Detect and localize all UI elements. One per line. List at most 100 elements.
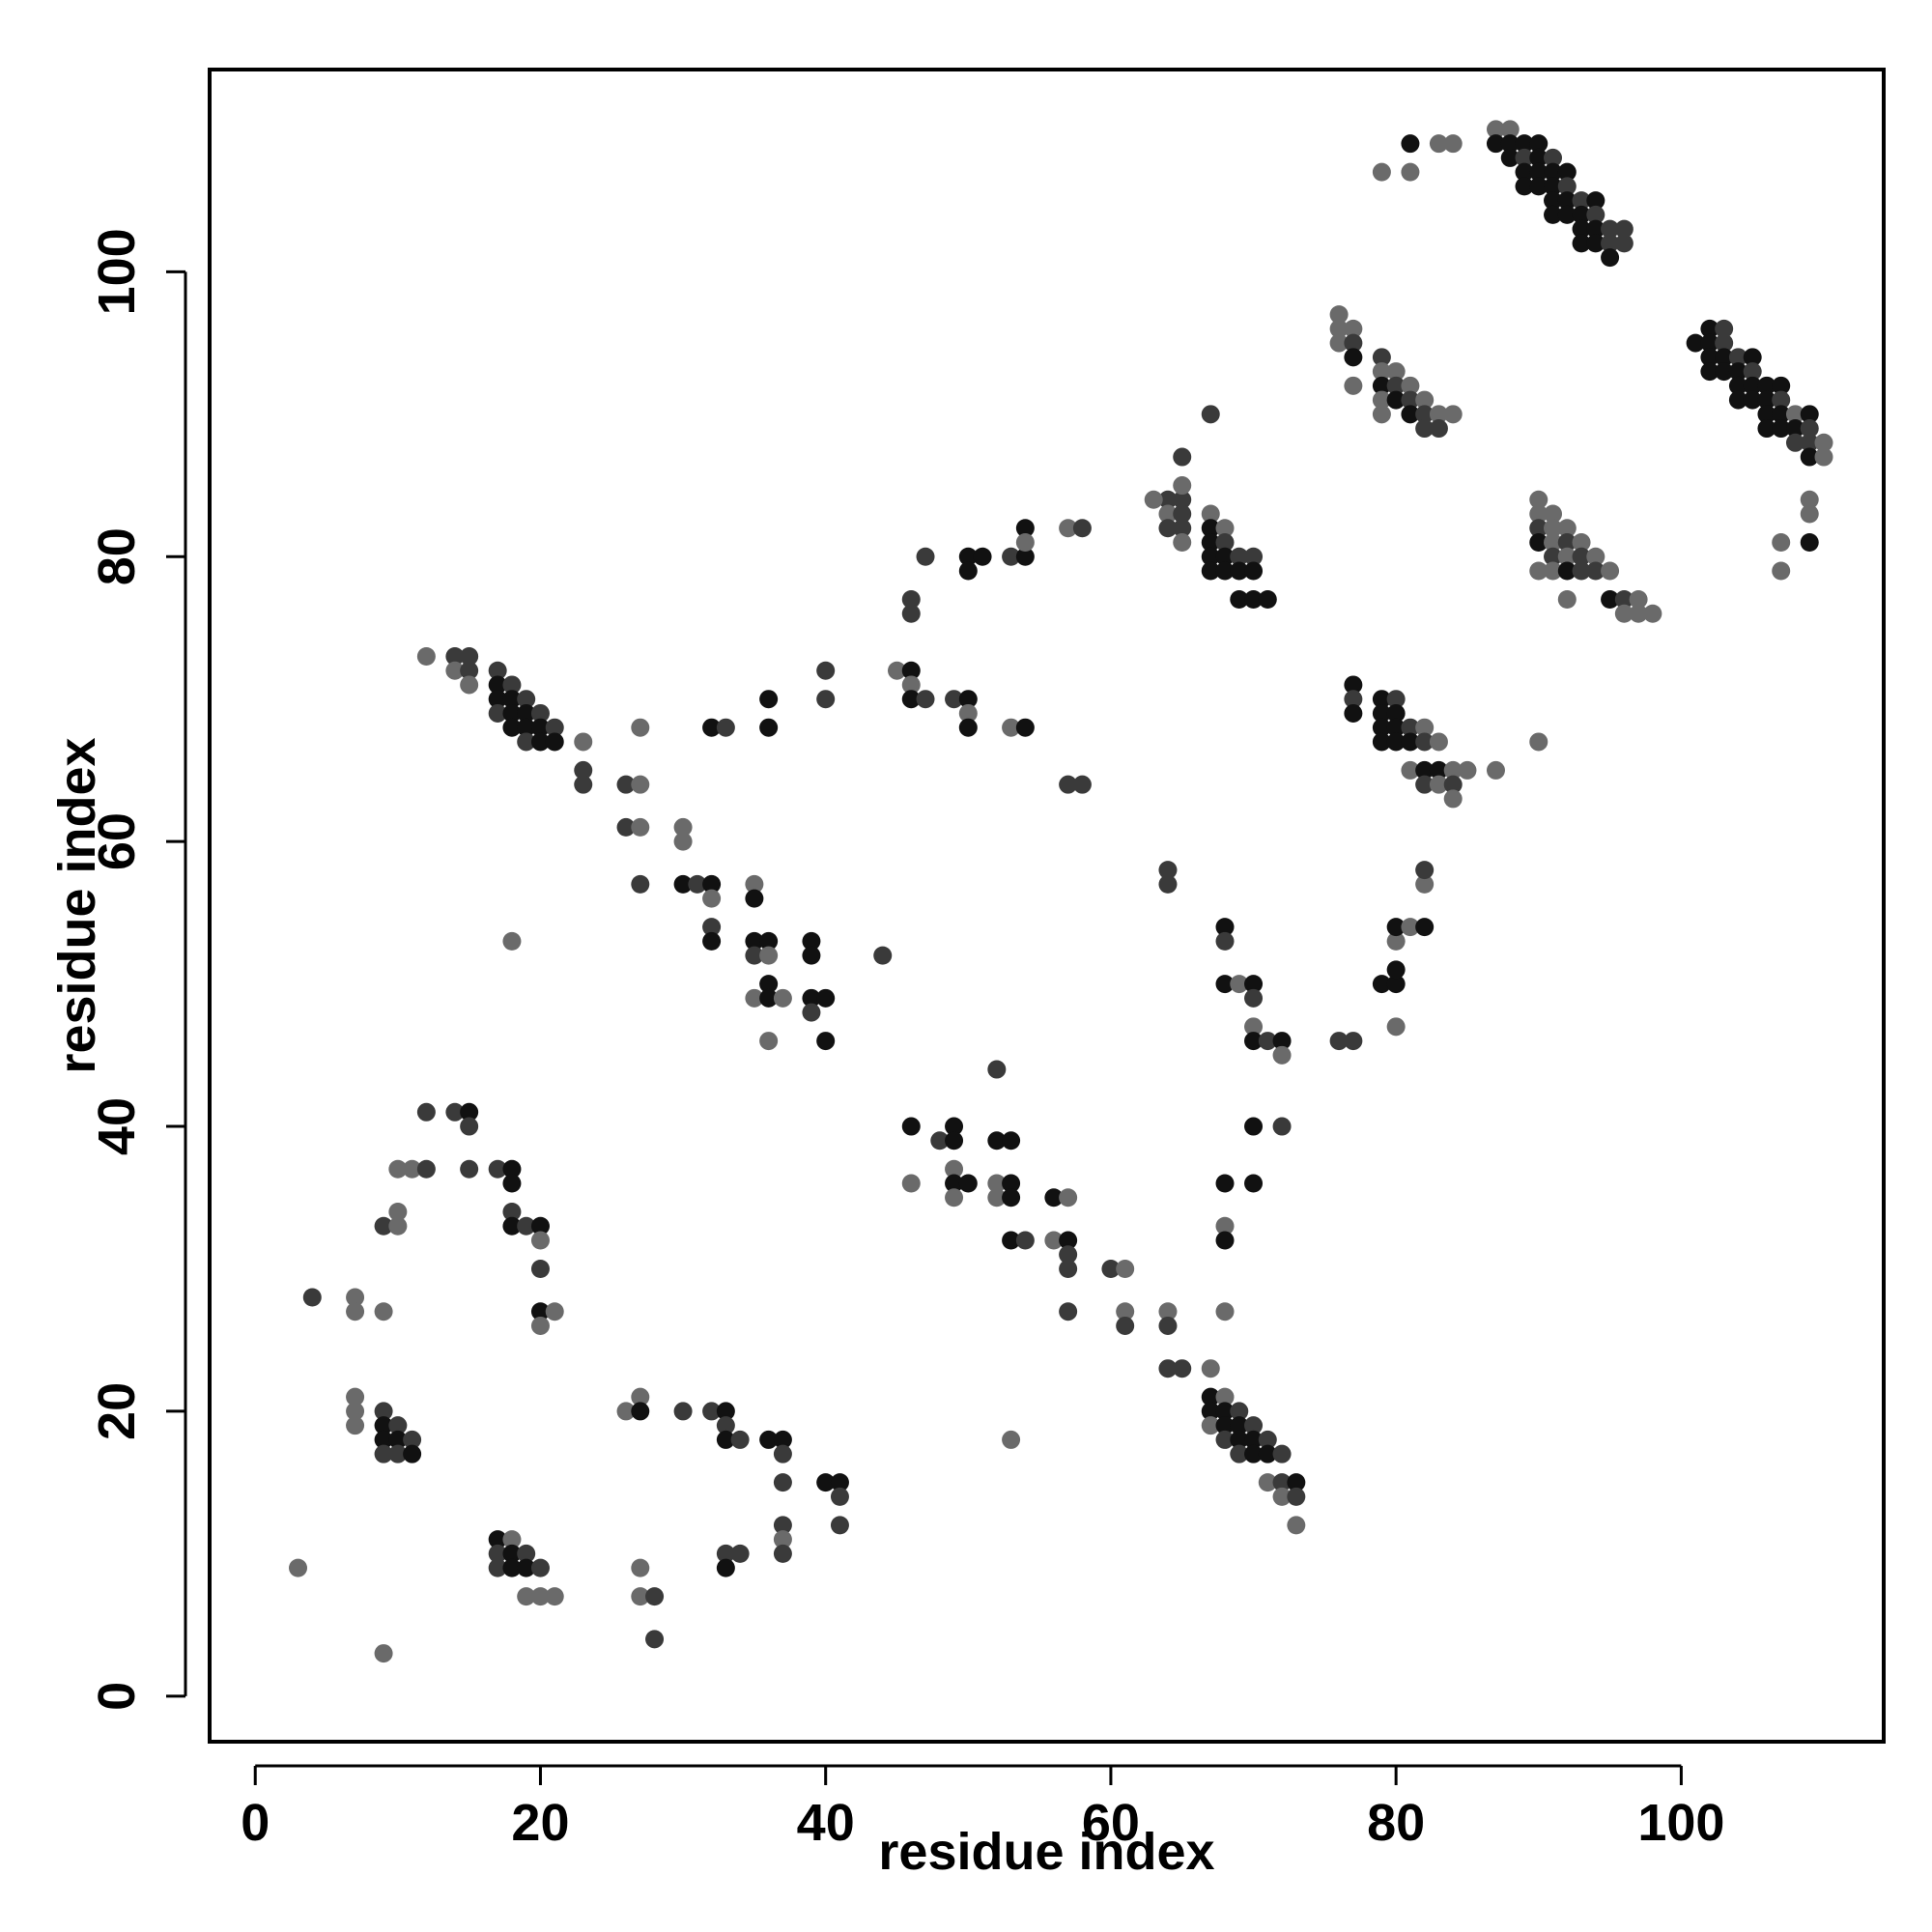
data-point bbox=[346, 1416, 365, 1435]
data-point bbox=[759, 975, 779, 994]
data-point bbox=[631, 874, 650, 894]
data-point bbox=[1557, 533, 1577, 553]
y-tick-label: 40 bbox=[88, 1097, 146, 1155]
data-point bbox=[460, 1102, 479, 1122]
data-point bbox=[1201, 519, 1220, 538]
data-point bbox=[1785, 419, 1804, 439]
data-point bbox=[1401, 134, 1420, 154]
data-point bbox=[1287, 1487, 1306, 1506]
data-point bbox=[673, 1402, 693, 1421]
data-point bbox=[1401, 390, 1420, 410]
data-point bbox=[1772, 561, 1791, 581]
data-point bbox=[1557, 191, 1577, 211]
data-point bbox=[958, 718, 978, 737]
data-point bbox=[1372, 348, 1391, 367]
data-point bbox=[502, 1558, 522, 1577]
data-point bbox=[1215, 533, 1235, 553]
y-tick-label: 0 bbox=[88, 1682, 146, 1711]
data-point bbox=[673, 817, 693, 837]
data-point bbox=[1629, 604, 1648, 623]
data-point bbox=[1329, 305, 1349, 325]
data-point bbox=[460, 661, 479, 680]
data-point bbox=[388, 1444, 408, 1463]
data-point bbox=[1557, 561, 1577, 581]
data-point bbox=[1529, 148, 1548, 167]
x-axis-label: residue index bbox=[878, 1823, 1214, 1881]
data-point bbox=[1244, 1117, 1264, 1136]
data-point bbox=[1800, 533, 1819, 553]
data-point bbox=[688, 874, 707, 894]
data-point bbox=[745, 889, 764, 908]
data-point bbox=[1258, 1032, 1277, 1051]
data-point bbox=[1158, 1359, 1178, 1378]
data-point bbox=[830, 1516, 849, 1535]
data-point bbox=[1158, 874, 1178, 894]
data-point bbox=[1700, 362, 1719, 382]
data-point bbox=[1415, 760, 1435, 780]
data-point bbox=[1415, 918, 1435, 937]
y-tick-label: 80 bbox=[88, 527, 146, 585]
data-point bbox=[1344, 690, 1363, 709]
data-point bbox=[1230, 1430, 1249, 1449]
data-point bbox=[502, 1159, 522, 1179]
data-point bbox=[1015, 533, 1035, 553]
data-point bbox=[1601, 561, 1620, 581]
data-point bbox=[1429, 419, 1448, 439]
data-point bbox=[1272, 1487, 1292, 1506]
data-point bbox=[1215, 918, 1235, 937]
data-point bbox=[488, 1544, 507, 1563]
data-point bbox=[1415, 390, 1435, 410]
data-point bbox=[773, 988, 792, 1008]
data-point bbox=[445, 1102, 465, 1122]
data-point bbox=[1572, 561, 1591, 581]
data-point bbox=[388, 1159, 408, 1179]
data-point bbox=[830, 1473, 849, 1492]
data-point bbox=[1059, 1231, 1078, 1250]
data-point bbox=[1500, 134, 1520, 154]
data-point bbox=[645, 1587, 665, 1606]
data-point bbox=[1386, 1017, 1406, 1037]
data-point bbox=[1344, 376, 1363, 395]
data-point bbox=[1173, 519, 1192, 538]
data-point bbox=[1244, 547, 1264, 566]
data-point bbox=[1158, 504, 1178, 524]
data-point bbox=[1002, 1131, 1021, 1151]
data-point bbox=[631, 1558, 650, 1577]
data-point bbox=[1544, 162, 1563, 182]
data-point bbox=[388, 1216, 408, 1236]
data-point bbox=[1529, 177, 1548, 196]
data-point bbox=[1059, 1188, 1078, 1208]
data-point bbox=[1215, 1416, 1235, 1435]
data-point bbox=[1544, 191, 1563, 211]
y-axis: 0 20 40 60 80 100 bbox=[88, 228, 187, 1711]
data-point bbox=[1386, 690, 1406, 709]
data-point bbox=[1215, 931, 1235, 951]
data-point bbox=[1700, 319, 1719, 338]
data-point bbox=[1443, 134, 1463, 154]
data-point bbox=[1287, 1516, 1306, 1535]
data-point bbox=[816, 1032, 836, 1051]
data-point bbox=[802, 1003, 821, 1022]
data-point bbox=[1230, 1444, 1249, 1463]
data-point bbox=[1629, 589, 1648, 609]
data-point bbox=[488, 1558, 507, 1577]
data-point bbox=[1201, 1359, 1220, 1378]
data-point bbox=[1258, 589, 1277, 609]
data-point bbox=[1230, 589, 1249, 609]
data-point bbox=[388, 1203, 408, 1222]
data-point bbox=[1072, 775, 1092, 794]
data-point bbox=[530, 1316, 550, 1335]
data-point bbox=[374, 1216, 393, 1236]
data-point bbox=[1586, 219, 1605, 239]
data-point bbox=[1743, 362, 1762, 382]
data-point bbox=[1686, 333, 1705, 353]
data-point bbox=[1544, 533, 1563, 553]
data-point bbox=[1743, 390, 1762, 410]
data-point bbox=[1728, 376, 1747, 395]
data-point bbox=[1785, 405, 1804, 424]
data-point bbox=[759, 988, 779, 1008]
data-point bbox=[1173, 504, 1192, 524]
data-point bbox=[1215, 1231, 1235, 1250]
data-point bbox=[1743, 348, 1762, 367]
data-point bbox=[1258, 1473, 1277, 1492]
